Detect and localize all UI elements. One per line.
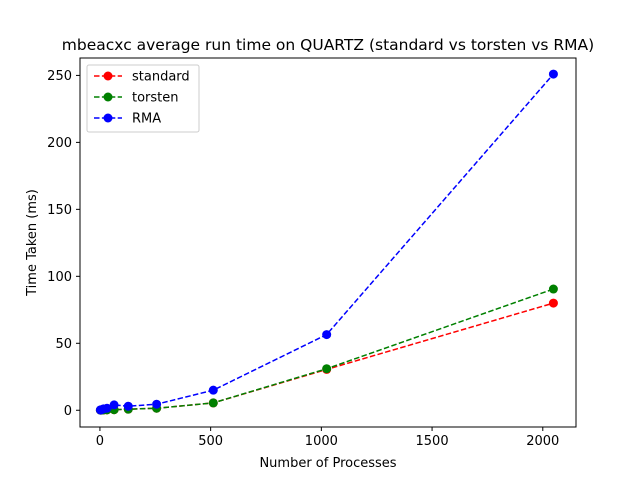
data-point bbox=[208, 398, 218, 408]
legend-marker bbox=[103, 92, 113, 102]
x-tick-label: 1000 bbox=[305, 434, 338, 449]
x-tick-label: 500 bbox=[198, 434, 223, 449]
series-standard bbox=[95, 298, 558, 415]
y-axis-label: Time Taken (ms) bbox=[25, 189, 40, 297]
legend-box bbox=[86, 64, 200, 133]
series-torsten bbox=[95, 284, 558, 415]
data-point bbox=[123, 401, 133, 411]
y-tick-label: 50 bbox=[55, 337, 72, 352]
legend-label: standard bbox=[132, 70, 190, 85]
series-layer bbox=[95, 69, 558, 415]
y-tick-label: 0 bbox=[64, 404, 72, 419]
x-axis-label: Number of Processes bbox=[259, 456, 396, 471]
data-point bbox=[109, 400, 119, 410]
series-rma bbox=[95, 69, 558, 415]
chart-title: mbeacxc average run time on QUARTZ (stan… bbox=[62, 36, 594, 54]
data-point bbox=[322, 330, 332, 340]
x-tick-label: 0 bbox=[96, 434, 104, 449]
y-tick-label: 250 bbox=[47, 69, 72, 84]
legend-label: torsten bbox=[132, 91, 179, 106]
plot-area bbox=[79, 57, 577, 428]
x-tick-label: 1500 bbox=[416, 434, 449, 449]
data-point bbox=[322, 364, 332, 374]
legend-marker bbox=[103, 113, 113, 123]
data-point bbox=[548, 284, 558, 294]
legend-marker bbox=[103, 71, 113, 81]
data-point bbox=[102, 403, 112, 413]
axis-ticks: 0 500 1000 1500 2000 0 50 100 150 200 250 bbox=[47, 69, 559, 449]
data-point bbox=[208, 385, 218, 395]
series-line bbox=[100, 288, 554, 411]
data-point bbox=[152, 399, 162, 409]
y-tick-label: 150 bbox=[47, 203, 72, 218]
series-line bbox=[100, 302, 554, 411]
data-point bbox=[548, 69, 558, 79]
y-tick-label: 200 bbox=[47, 136, 72, 151]
data-point bbox=[548, 298, 558, 308]
legend: standard torsten RMA bbox=[86, 64, 200, 133]
x-tick-label: 2000 bbox=[526, 434, 559, 449]
y-tick-label: 100 bbox=[47, 270, 72, 285]
legend-label: RMA bbox=[132, 112, 161, 127]
